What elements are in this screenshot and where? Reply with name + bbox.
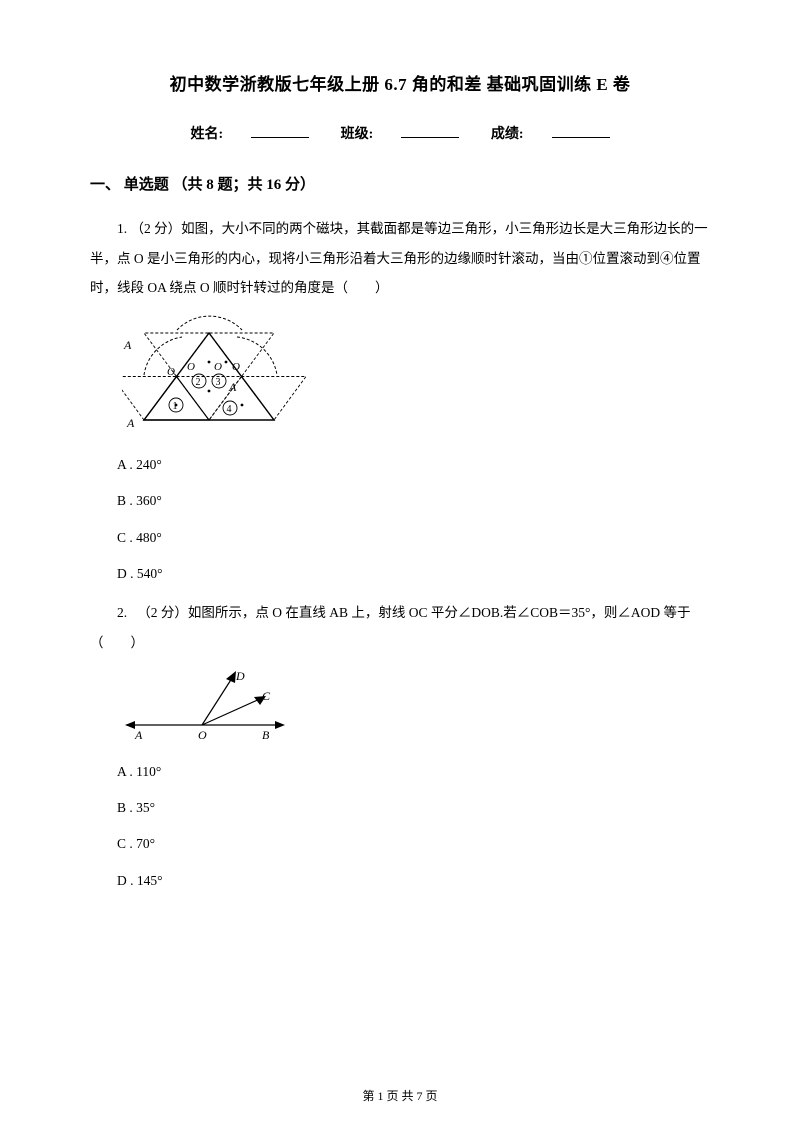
q2-text: 2. （2 分）如图所示，点 O 在直线 AB 上，射线 OC 平分∠DOB.若… (90, 598, 710, 657)
q2-choice-b[interactable]: B . 35° (117, 796, 710, 820)
svg-text:C: C (262, 689, 271, 703)
section-heading: 一、 单选题 （共 8 题；共 16 分） (90, 173, 710, 194)
svg-text:4: 4 (227, 404, 232, 415)
q2-choice-d[interactable]: D . 145° (117, 869, 710, 893)
name-label: 姓名: (190, 127, 223, 142)
svg-text:A: A (134, 728, 143, 742)
q1-choice-c[interactable]: C . 480° (117, 526, 710, 550)
page-footer: 第 1 页 共 7 页 (0, 1087, 800, 1104)
q2-choice-c[interactable]: C . 70° (117, 832, 710, 856)
score-blank[interactable] (552, 123, 610, 138)
q1-choice-a[interactable]: A . 240° (117, 453, 710, 477)
triangle-rolling-diagram: A A A O (122, 315, 307, 435)
student-info-row: 姓名: 班级: 成绩: (90, 123, 710, 143)
q1-choices: A . 240° B . 360° C . 480° D . 540° (117, 453, 710, 586)
q2-choices: A . 110° B . 35° C . 70° D . 145° (117, 760, 710, 893)
svg-text:D: D (235, 670, 245, 683)
q1-figure: A A A O (122, 315, 710, 435)
svg-text:A: A (126, 416, 135, 430)
svg-text:1: 1 (173, 401, 178, 412)
svg-text:A: A (228, 380, 237, 394)
name-blank[interactable] (251, 123, 309, 138)
svg-text:O: O (167, 366, 175, 378)
svg-text:O: O (214, 361, 222, 373)
class-blank[interactable] (401, 123, 459, 138)
q1-text: 1. （2 分）如图，大小不同的两个磁块，其截面都是等边三角形，小三角形边长是大… (90, 214, 710, 303)
q2-choice-a[interactable]: A . 110° (117, 760, 710, 784)
score-label: 成绩: (491, 127, 524, 142)
page-title: 初中数学浙教版七年级上册 6.7 角的和差 基础巩固训练 E 卷 (90, 70, 710, 95)
svg-text:2: 2 (196, 377, 201, 388)
class-label: 班级: (341, 127, 374, 142)
svg-text:B: B (262, 728, 270, 742)
svg-text:A: A (123, 338, 132, 352)
svg-text:3: 3 (216, 377, 221, 388)
angle-bisector-diagram: O A B C D (122, 670, 292, 742)
q1-choice-d[interactable]: D . 540° (117, 562, 710, 586)
exam-page: 初中数学浙教版七年级上册 6.7 角的和差 基础巩固训练 E 卷 姓名: 班级:… (0, 0, 800, 1132)
svg-text:O: O (198, 728, 207, 742)
q2-figure: O A B C D (122, 670, 710, 742)
svg-text:O: O (232, 361, 240, 373)
q1-choice-b[interactable]: B . 360° (117, 489, 710, 513)
svg-text:O: O (187, 361, 195, 373)
